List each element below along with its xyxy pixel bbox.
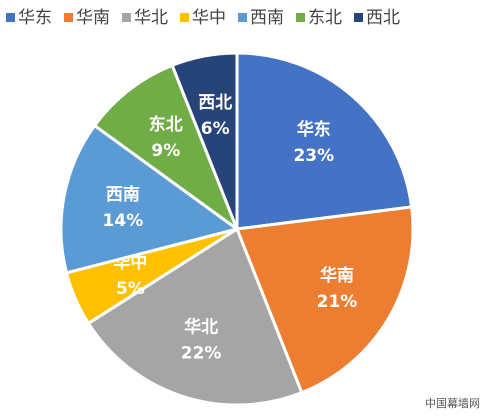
legend-label: 华中 — [192, 8, 226, 28]
slice-value-label: 9% — [151, 141, 180, 161]
legend-swatch — [6, 13, 15, 22]
slice-name: 西南 — [106, 184, 140, 205]
legend-swatch — [122, 13, 131, 22]
slice-name: 华东 — [297, 119, 331, 140]
legend-label: 华东 — [18, 8, 52, 28]
legend-swatch — [354, 13, 363, 22]
slice-value-label: 22% — [181, 343, 222, 363]
pie-slice — [235, 51, 414, 231]
legend-label: 西北 — [366, 8, 400, 28]
legend-label: 华南 — [76, 8, 110, 28]
slice-name: 西北 — [198, 93, 232, 113]
legend-swatch — [238, 13, 247, 22]
pie-slice — [234, 205, 415, 395]
legend-swatch — [64, 13, 73, 22]
pie-slice — [92, 63, 241, 234]
slice-value-label: 23% — [293, 146, 334, 166]
legend-label: 西南 — [250, 8, 284, 28]
slice-name: 华北 — [184, 316, 218, 337]
pie-slice — [59, 123, 241, 275]
slice-name: 东北 — [149, 114, 183, 135]
footer-credit: 中国幕墙网 — [425, 396, 480, 410]
slice-value-label: 5% — [116, 279, 145, 299]
legend-label: 东北 — [308, 8, 342, 28]
legend-swatch — [296, 13, 305, 22]
legend-label: 华北 — [134, 8, 168, 28]
pie-slice — [86, 226, 304, 407]
slice-value-label: 6% — [201, 119, 230, 139]
legend-swatch — [180, 13, 189, 22]
pie-slice — [170, 51, 239, 230]
slice-value-label: 21% — [317, 292, 358, 312]
slice-name: 华南 — [320, 265, 354, 286]
slice-value-label: 14% — [103, 211, 144, 231]
